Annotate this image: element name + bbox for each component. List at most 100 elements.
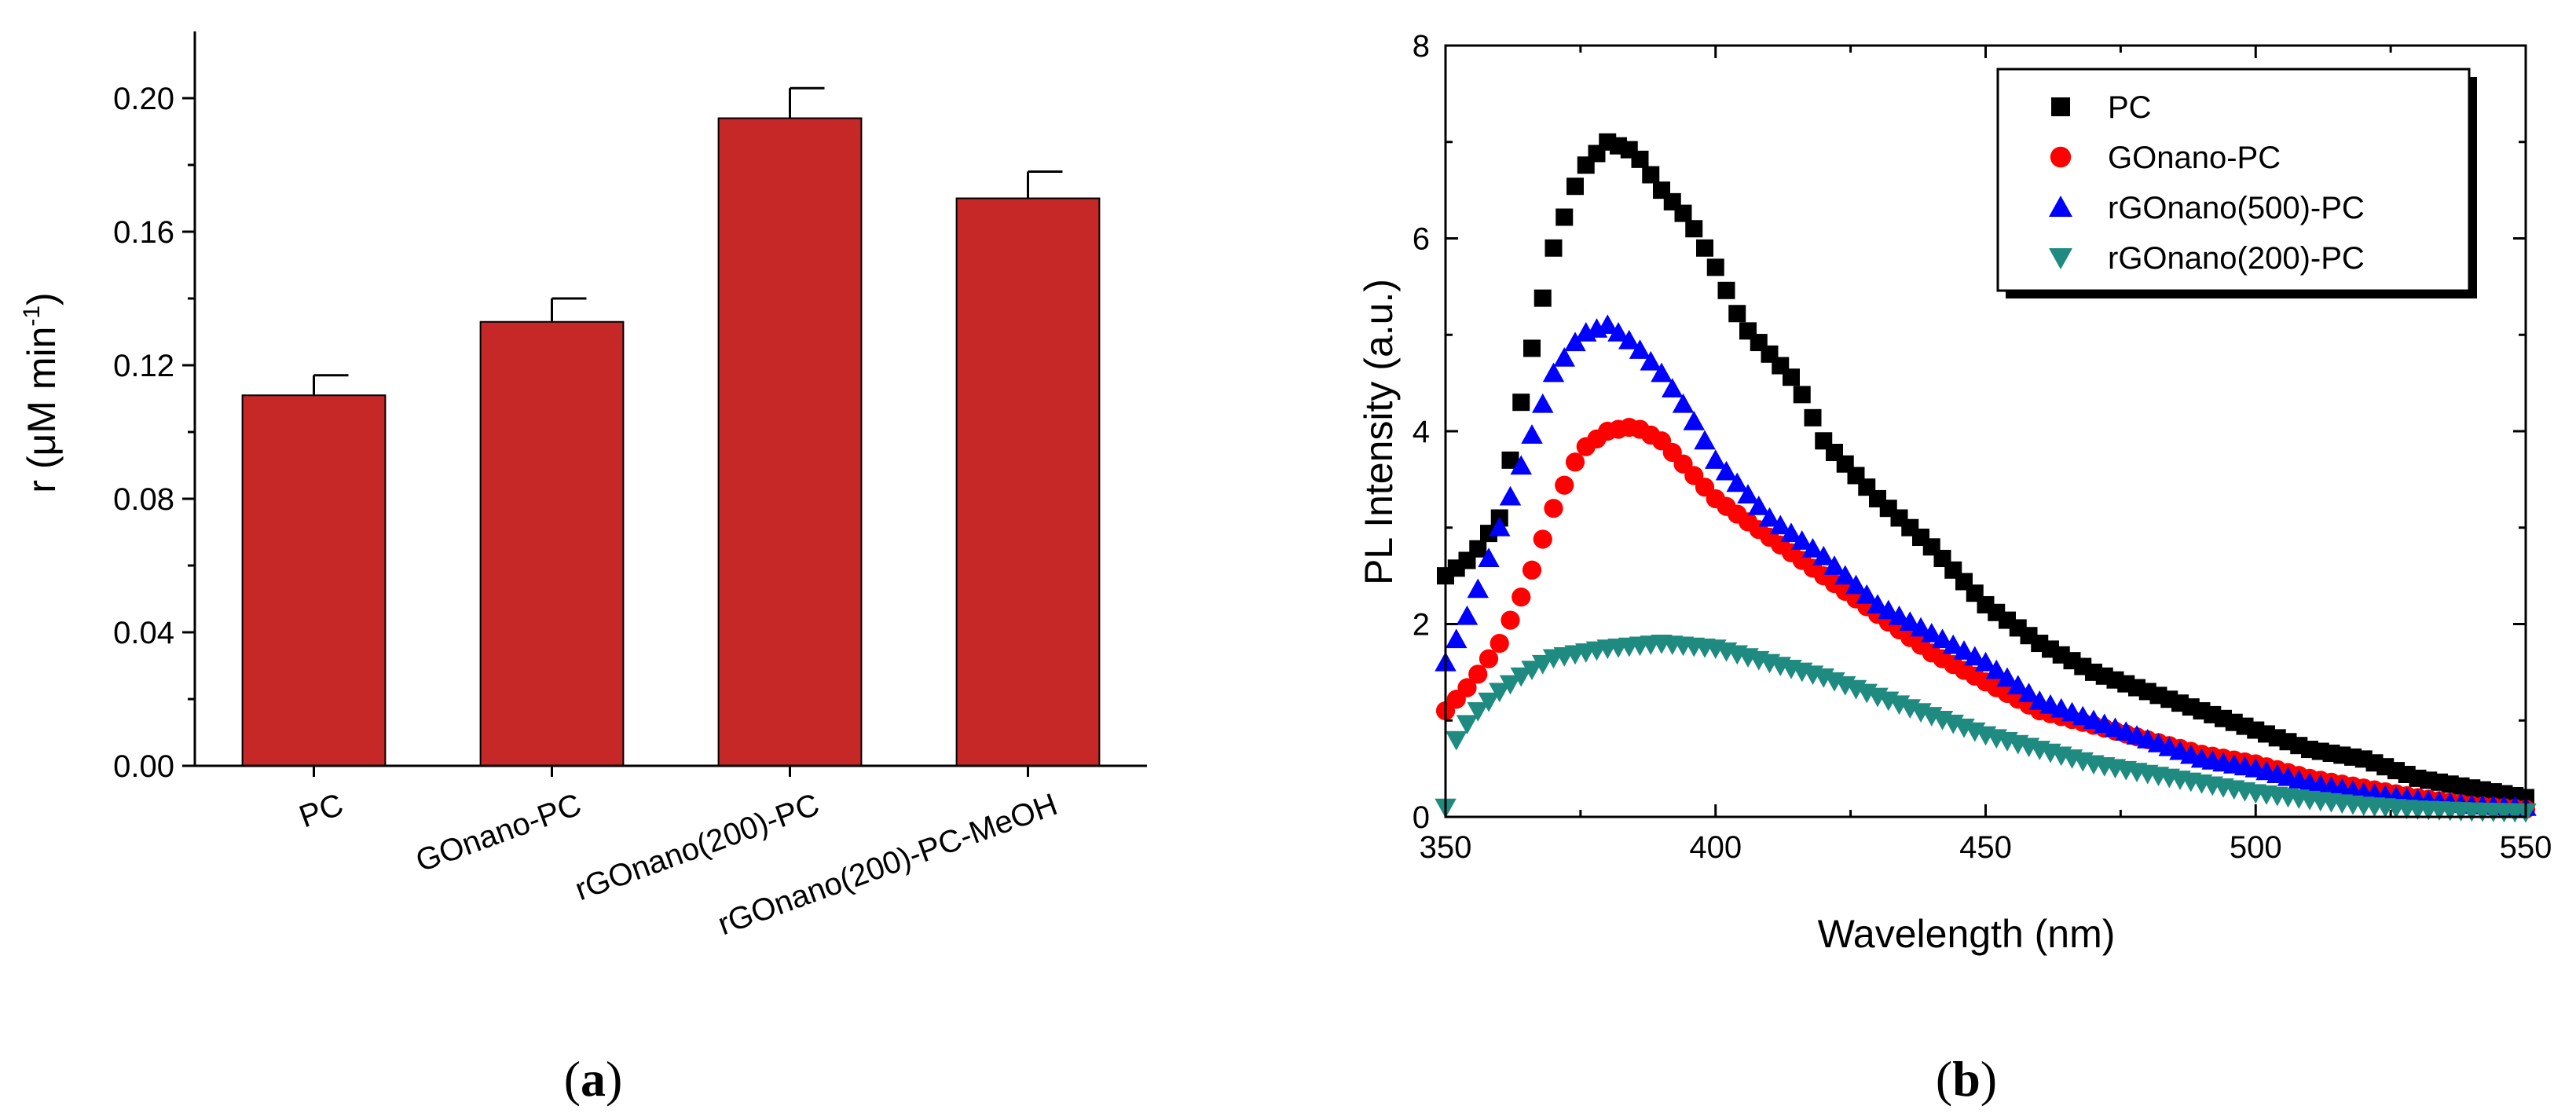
panel-b-point xyxy=(1469,540,1487,558)
panel-b-point xyxy=(1737,484,1759,504)
panel-b-point xyxy=(1565,452,1585,472)
panel-b-xlabel: Wavelength (nm) xyxy=(1818,912,2116,956)
panel-b-y-tick-label: 6 xyxy=(1413,222,1430,257)
panel-b-point xyxy=(1921,623,1943,643)
panel-b-point xyxy=(1545,239,1563,257)
panel-b-point xyxy=(1801,538,1824,558)
panel-b-point xyxy=(1523,339,1541,357)
panel-b-point xyxy=(1769,514,1791,535)
panel-b-point xyxy=(1555,475,1574,495)
panel-b-point xyxy=(1521,424,1543,444)
panel-b-point xyxy=(2007,675,2029,695)
panel-b-legend-marker xyxy=(2049,248,2072,269)
panel-b-point xyxy=(1791,530,1813,550)
panel-b-point xyxy=(1674,204,1692,222)
panel-a-ylabel-end: ) xyxy=(20,292,64,306)
panel-b-point xyxy=(1510,667,1532,687)
panel-b-point xyxy=(1845,574,1867,595)
panel-b-legend-label: PC xyxy=(2108,90,2152,125)
panel-b-point xyxy=(1596,314,1618,334)
panel-b-point xyxy=(1489,517,1511,536)
panel-b-legend-label: GOnano-PC xyxy=(2108,141,2281,175)
panel-b-point xyxy=(1501,610,1520,630)
panel-a-y-tick-label: 0.00 xyxy=(113,749,174,784)
panel-b-point xyxy=(1446,730,1468,751)
panel-b-point xyxy=(1499,675,1522,695)
panel-b-point xyxy=(1694,430,1716,450)
panel-b-point xyxy=(1478,692,1500,712)
panel-b-caption-letter: b xyxy=(1952,1051,1981,1107)
panel-b-point xyxy=(1683,410,1705,430)
panel-b-point xyxy=(1696,239,1713,257)
panel-a-ylabel: r (μM min-1) xyxy=(19,292,64,492)
panel-b-point xyxy=(1717,281,1735,299)
panel-b-legend-label: rGOnano(500)-PC xyxy=(2108,191,2365,225)
panel-b-point xyxy=(1479,649,1499,668)
panel-b-point xyxy=(1672,393,1695,413)
panel-b-point xyxy=(1640,350,1662,371)
panel-b-point xyxy=(1748,495,1770,515)
panel-b-point xyxy=(1793,386,1811,404)
panel-a-bar xyxy=(955,197,1101,767)
panel-b-point xyxy=(1478,547,1500,568)
panel-b-point xyxy=(1974,651,1997,672)
panel-b-point xyxy=(1758,507,1781,527)
panel-b-point xyxy=(1728,305,1746,323)
panel-a-y-tick-label: 0.16 xyxy=(113,215,174,250)
panel-b-point xyxy=(1607,322,1629,342)
panel-b-legend-marker xyxy=(2050,146,2072,168)
panel-a-y-tick-label: 0.12 xyxy=(113,349,174,383)
panel-b-x-tick-label: 500 xyxy=(2230,830,2282,865)
panel-b-point xyxy=(1457,678,1477,697)
panel-b-point xyxy=(1512,394,1530,412)
panel-b-point xyxy=(1705,449,1727,469)
panel-b-point xyxy=(1878,599,1900,620)
panel-b-point xyxy=(1642,166,1660,184)
panel-b-x-tick-label: 350 xyxy=(1420,830,1472,865)
panel-b-point xyxy=(1931,628,1954,649)
panel-b-point xyxy=(1834,565,1856,585)
panel-b-point xyxy=(1651,362,1673,383)
panel-b-point xyxy=(1553,346,1575,367)
panel-b-point xyxy=(1953,640,1975,660)
panel-b-point xyxy=(2017,683,2040,702)
panel-a-bar xyxy=(241,394,387,767)
panel-b-point xyxy=(1804,408,1822,427)
panel-a-bar xyxy=(479,320,625,767)
panel-b-point xyxy=(1780,522,1802,543)
panel-b-point xyxy=(1566,178,1584,196)
panel-b-point xyxy=(1685,220,1703,238)
panel-b-x-tick-label: 400 xyxy=(1689,830,1742,865)
panel-b-point xyxy=(1534,289,1552,307)
panel-b-point xyxy=(1456,715,1479,735)
panel-b-x-tick-label: 550 xyxy=(2500,830,2552,865)
panel-b-point xyxy=(1899,611,1921,632)
panel-b-point xyxy=(1726,472,1748,492)
panel-b-ticks: 350 400 450 500 550 0 2 4 6 8 xyxy=(1413,29,2552,865)
panel-b-point xyxy=(1631,150,1649,168)
panel-b-point xyxy=(1446,628,1468,649)
panel-b-point xyxy=(1942,634,1964,654)
panel-b-legend-box xyxy=(1996,68,2471,292)
panel-b-point xyxy=(1812,545,1834,566)
panel-b-point xyxy=(1501,451,1519,469)
panel-b-point xyxy=(1618,329,1640,350)
panel-b-point xyxy=(1467,578,1489,599)
panel-a-y-ticks: 0.00 0.04 0.08 0.12 0.16 0.20 xyxy=(113,82,195,784)
panel-b-point xyxy=(1544,499,1563,518)
panel-a-caption: (a) xyxy=(564,1051,623,1107)
panel-b-point xyxy=(1467,701,1489,722)
panel-b-series-3 xyxy=(1435,635,2537,823)
panel-b-point xyxy=(1823,555,1845,575)
panel-b-y-tick-label: 4 xyxy=(1413,415,1430,449)
panel-b-point xyxy=(1510,455,1532,475)
panel-b-legend-marker xyxy=(2049,196,2072,217)
panel-b-ylabel: PL Intensity (a.u.) xyxy=(1357,279,1401,585)
panel-b-point xyxy=(1489,683,1511,703)
panel-b-point xyxy=(1468,665,1488,684)
panel-b-caption: (b) xyxy=(1936,1051,1997,1107)
panel-a-category-label: GOnano-PC xyxy=(412,787,586,879)
panel-b-point xyxy=(1985,659,2007,679)
panel-a-category-labels: PC GOnano-PCrGOnano(200)-PCrGOnano(200)-P… xyxy=(295,787,1061,942)
